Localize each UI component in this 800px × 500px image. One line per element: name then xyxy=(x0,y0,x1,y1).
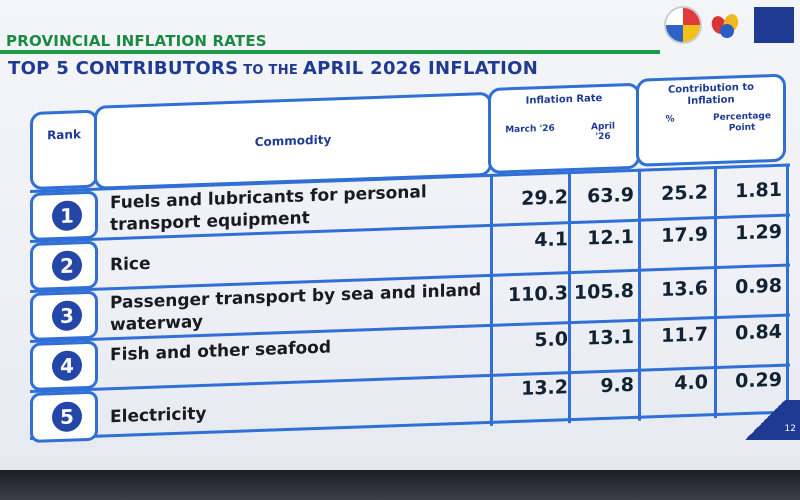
grid-line xyxy=(786,163,789,416)
contributors-table: Rank Commodity Inflation Rate March '26 … xyxy=(30,71,790,443)
bagong-pilipinas-logo-icon xyxy=(709,10,746,40)
monitor-bezel xyxy=(0,470,800,500)
percent-value: 11.7 xyxy=(661,323,708,347)
april-value: 13.1 xyxy=(587,325,634,350)
corner-decoration xyxy=(730,400,800,440)
march-value: 29.2 xyxy=(521,186,568,210)
pp-value: 1.81 xyxy=(735,178,782,203)
pp-value: 0.84 xyxy=(735,320,782,345)
inflation-rate-group-label: Inflation Rate xyxy=(525,93,603,107)
percent-value: 13.6 xyxy=(661,277,708,301)
pp-value: 0.29 xyxy=(735,368,782,393)
page-number: 12 xyxy=(784,424,796,434)
presentation-screen: PROVINCIAL INFLATION RATES TOP 5 CONTRIB… xyxy=(0,0,800,476)
contribution-group-label: Contribution to Inflation xyxy=(667,81,755,108)
title-part-3: APRIL 2026 INFLATION xyxy=(302,58,539,79)
pp-value: 1.29 xyxy=(735,220,782,245)
commodity-name: Fish and other seafood xyxy=(110,337,332,366)
title-part-1: TOP 5 CONTRIBUTORS xyxy=(8,58,239,79)
grid-line xyxy=(638,168,641,421)
grid-line xyxy=(568,171,571,424)
agency-logos xyxy=(664,6,794,44)
april-value: 63.9 xyxy=(587,183,634,208)
percent-col-label: % xyxy=(665,114,675,125)
march-value: 13.2 xyxy=(521,376,568,400)
pp-value: 0.98 xyxy=(735,274,782,299)
commodity-header-label: Commodity xyxy=(254,132,332,150)
april-value: 12.1 xyxy=(587,225,634,250)
percent-value: 4.0 xyxy=(674,371,708,395)
psa-logo-icon xyxy=(664,6,702,44)
green-divider xyxy=(0,50,660,54)
march-value: 5.0 xyxy=(534,328,568,352)
title-part-2: TO THE xyxy=(238,63,303,78)
april-value: 105.8 xyxy=(573,279,634,305)
rank-header: Rank xyxy=(30,109,98,190)
grid-line xyxy=(714,166,717,419)
rank-header-label: Rank xyxy=(47,127,81,143)
commodity-name: Electricity xyxy=(110,403,207,428)
page-title: TOP 5 CONTRIBUTORS TO THE APRIL 2026 INF… xyxy=(8,58,538,79)
bar-logo-icon xyxy=(754,7,794,43)
march-value: 110.3 xyxy=(507,282,568,307)
grid-line xyxy=(490,173,493,426)
march-value: 4.1 xyxy=(534,228,568,252)
percent-value: 25.2 xyxy=(661,181,708,205)
april-col-label: April '26 xyxy=(590,121,616,143)
april-value: 9.8 xyxy=(600,373,634,398)
inflation-rate-header: Inflation Rate March '26 April '26 xyxy=(488,82,640,175)
march-col-label: March '26 xyxy=(505,123,555,136)
commodity-name: Rice xyxy=(110,253,151,276)
contribution-header: Contribution to Inflation % Percentage P… xyxy=(636,73,786,167)
percent-value: 17.9 xyxy=(661,223,708,247)
section-title: PROVINCIAL INFLATION RATES xyxy=(6,32,267,50)
percentage-point-col-label: Percentage Point xyxy=(713,111,771,134)
